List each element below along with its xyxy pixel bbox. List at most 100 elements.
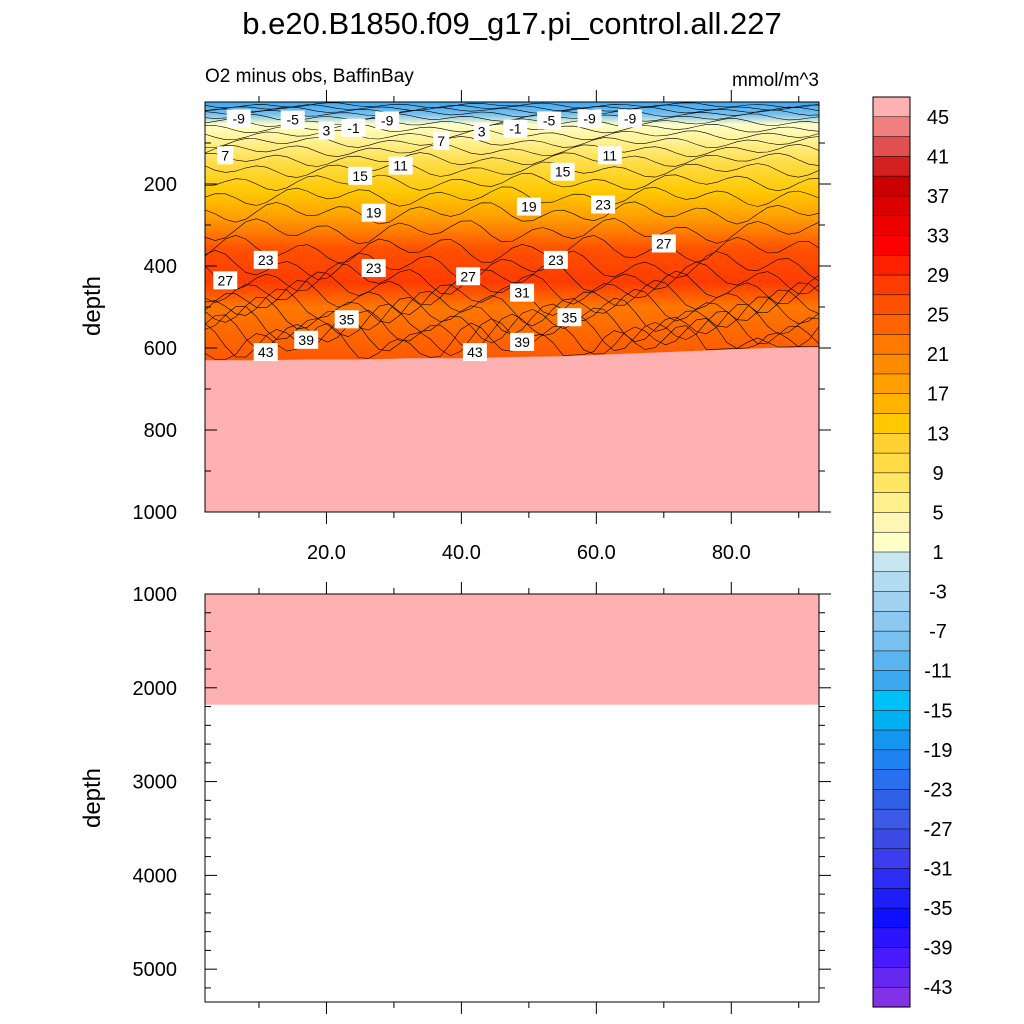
contour-label-box	[503, 119, 528, 138]
contour-label: 19	[366, 205, 382, 221]
colorbar-swatch	[872, 96, 911, 118]
contour-label-box	[334, 310, 359, 329]
colorbar-label: 37	[927, 186, 949, 208]
contour-line	[204, 109, 820, 118]
contour-label-box	[651, 234, 676, 253]
colorbar-swatch	[872, 650, 911, 672]
colorbar-swatch	[872, 512, 911, 533]
colorbar-swatch	[872, 670, 911, 692]
colorbar-swatch	[872, 433, 911, 454]
colorbar-swatch	[872, 156, 911, 177]
contour-label: 27	[217, 272, 233, 288]
contour-label-box	[217, 146, 234, 165]
colorbar-label: 29	[927, 265, 949, 287]
contour-label-box	[213, 271, 238, 290]
contour-label-box	[557, 308, 582, 327]
colorbar-label: -31	[924, 859, 953, 881]
colorbar-swatch	[872, 927, 911, 949]
contour-label: 31	[514, 285, 530, 301]
colorbar-frame	[872, 96, 911, 1008]
colorbar-swatch	[872, 868, 911, 889]
x-tick-label: 20.0	[307, 542, 346, 564]
contour-label-box	[294, 330, 319, 349]
contour-label: 15	[352, 168, 368, 184]
top-panel-axes: 200 400 600 800 1000 20.0 40.0 60.0 80.0	[133, 90, 831, 564]
colorbar-swatch	[872, 215, 911, 237]
y-tick-label: 2000	[133, 678, 178, 700]
contour-line	[204, 249, 820, 282]
colorbar-swatch	[872, 749, 911, 771]
y-tick-label: 600	[144, 338, 177, 360]
colorbar-swatch	[872, 373, 911, 395]
contour-label: 27	[460, 268, 476, 284]
bottom-panel-frame	[204, 593, 820, 1003]
contour-label-box	[516, 197, 541, 216]
contour-label: 23	[366, 260, 382, 276]
colorbar-label: 9	[932, 463, 943, 485]
colorbar-swatch	[872, 986, 911, 1008]
contour-line	[204, 143, 820, 157]
bottom-panel-axes: 1000 2000 3000 4000 5000	[133, 582, 831, 1014]
y-tick-label: 3000	[133, 772, 178, 794]
y-tick-label: 1000	[133, 502, 178, 524]
colorbar-swatch	[872, 769, 911, 790]
colorbar-swatch	[872, 888, 911, 909]
colorbar-swatch	[872, 393, 911, 415]
colorbar-swatch	[872, 314, 911, 335]
contour-label: 35	[562, 309, 578, 325]
contour-label: 27	[656, 235, 672, 251]
y-tick-label: 400	[144, 256, 177, 278]
contour-label-box	[341, 118, 366, 137]
contour-label-box	[226, 109, 251, 128]
colorbar-label: -11	[924, 661, 951, 683]
colorbar-label: 17	[927, 384, 949, 406]
y-tick-label: 4000	[133, 865, 178, 887]
contour-label: 23	[595, 197, 611, 213]
contour-label: 11	[393, 158, 408, 174]
contour-label: 3	[478, 124, 486, 140]
colorbar-swatch	[872, 551, 911, 573]
contour-line	[204, 102, 820, 109]
contour-label-box	[361, 259, 386, 278]
bottom-panel: 1000 2000 3000 4000 5000	[133, 582, 831, 1014]
colorbar-label: -3	[929, 582, 947, 604]
contour-label: 43	[258, 344, 274, 360]
contour-label: 43	[467, 344, 483, 360]
y-tick-label: 1000	[133, 584, 178, 606]
contour-label: -9	[233, 110, 246, 126]
colorbar-swatch	[872, 591, 911, 612]
colorbar-swatch	[872, 255, 911, 276]
contour-label-box	[577, 109, 602, 128]
contour-label-box	[280, 110, 305, 129]
colorbar-label: -39	[924, 938, 953, 960]
contour-line	[204, 234, 820, 264]
colorbar-swatch	[872, 452, 911, 474]
colorbar-label: 25	[927, 305, 949, 327]
contour-label-box	[543, 250, 568, 269]
colorbar-swatch	[872, 195, 911, 217]
contour-label: 3	[323, 123, 331, 139]
contour-line	[204, 161, 820, 178]
contour-line	[204, 309, 820, 352]
colorbar-swatch	[872, 175, 911, 197]
contour-label: 19	[521, 199, 537, 215]
colorbar-swatch	[872, 274, 911, 296]
colorbar-swatch	[872, 710, 911, 731]
contour-label: 15	[555, 164, 571, 180]
contour-label-box	[375, 111, 400, 130]
contour-label: -9	[624, 110, 637, 126]
contour-label-box	[510, 283, 535, 302]
contour-label: -9	[583, 110, 596, 126]
colorbar-swatch	[872, 967, 911, 988]
colorbar: 45 41 37 33 29 25 21 17 13 9 5 1 -3 -7 -11 -15 -19 -23 -27…	[872, 96, 953, 1008]
contour-line	[205, 135, 820, 148]
contour-label-box	[348, 166, 373, 185]
contour-label: 39	[298, 332, 314, 348]
chart-subtitle: O2 minus obs, BaffinBay	[205, 66, 414, 87]
contour-label-box	[591, 195, 616, 214]
contour-label: 35	[339, 311, 355, 327]
contour-label: 23	[548, 252, 564, 268]
contour-label: -1	[347, 120, 360, 136]
y-tick-label: 5000	[133, 959, 178, 981]
colorbar-swatch	[872, 413, 911, 434]
